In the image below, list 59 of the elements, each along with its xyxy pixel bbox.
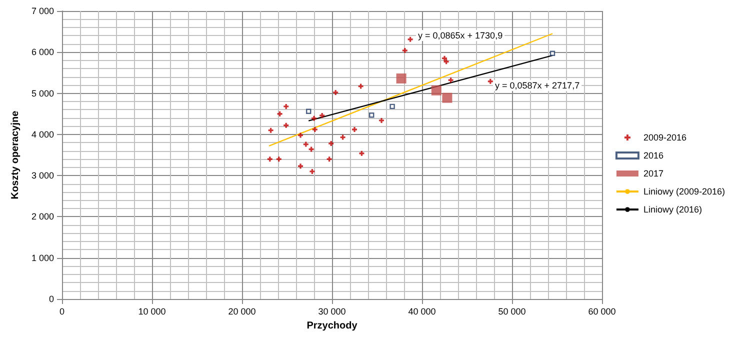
point [396,73,406,84]
point [284,122,289,128]
x-axis-title: Przychody [306,320,358,332]
point [352,126,357,132]
legend-label: 2017 [643,168,664,178]
point [488,78,493,84]
point [442,92,452,103]
x-tick-label: 30 000 [318,306,346,316]
point [298,132,303,138]
point [444,59,449,64]
y-axis-title: Koszty operacyjne [10,110,22,200]
point [306,108,312,114]
annotation: y = 0,0865x + 1730,9 [418,30,503,40]
y-tick-label: 6 000 [31,47,54,58]
point [268,128,274,133]
point [303,142,308,147]
legend-label: 2016 [643,150,664,160]
point [359,150,364,156]
legend-label: Liniowy (2009-2016) [643,186,726,196]
legend-label: 2009-2016 [643,132,686,142]
point [320,113,325,118]
x-tick-label: 50 000 [498,306,526,316]
y-tick-label: 7 000 [31,6,54,16]
legend-label: Liniowy (2016) [643,204,702,214]
point [442,56,447,61]
point [267,156,272,162]
x-tick-label: 20 000 [228,306,256,316]
point [328,140,334,146]
point [276,156,282,162]
point [431,85,442,96]
point [277,111,282,116]
y-tick-label: 2 000 [31,212,54,222]
y-tick-label: 0 [48,294,54,304]
point [310,168,315,174]
point [312,126,318,132]
point [408,36,413,42]
point [379,118,384,123]
x-tick-label: 40 000 [408,306,436,316]
x-tick-label: 60 000 [588,306,616,316]
point [284,104,289,109]
x-tick-label: 10 000 [138,306,166,316]
point [326,156,332,162]
y-tick-label: 1 000 [31,252,54,263]
point [312,116,316,121]
point [390,104,395,110]
y-tick-label: 5 000 [31,88,54,98]
y-tick-label: 3 000 [31,170,54,181]
point [550,50,556,56]
point [308,146,314,152]
point [369,112,374,118]
point [358,84,364,89]
point [340,134,346,140]
annotation: y = 0,0587x + 2717,7 [495,80,580,90]
point [333,90,338,95]
point [402,48,408,53]
point [298,164,303,169]
x-tick-label: 0 [59,306,65,316]
point [448,78,454,83]
y-tick-label: 4 000 [31,129,54,140]
